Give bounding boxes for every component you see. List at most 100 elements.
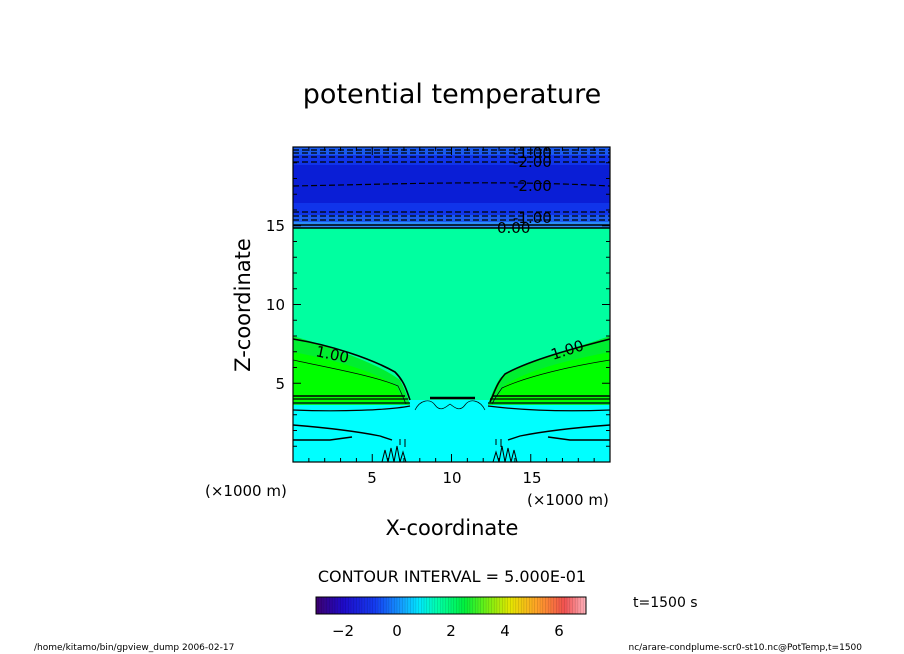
colorbar-swatch <box>523 597 527 614</box>
colorbar-swatch <box>532 597 535 614</box>
colorbar-swatch <box>378 597 382 614</box>
colorbar-swatch <box>453 597 457 614</box>
y-tick-label-15: 15 <box>266 217 285 235</box>
colorbar-swatch <box>545 597 549 614</box>
contour-label-5: 0.00 <box>497 219 530 237</box>
colorbar-swatch <box>521 597 525 614</box>
x-tick-label-15: 15 <box>522 469 541 487</box>
colorbar-tick-6: 6 <box>554 622 564 640</box>
y-tick-label-10: 10 <box>266 296 285 314</box>
colorbar-swatch <box>316 597 319 614</box>
region-plume-left-inner <box>293 352 404 402</box>
colorbar-swatch <box>329 597 333 614</box>
colorbar-swatch <box>542 597 546 614</box>
colorbar-swatch <box>445 597 449 614</box>
x-unit-label: (×1000 m) <box>527 491 609 509</box>
footer-right: nc/arare-condplume-scr0-st10.nc@PotTemp,… <box>629 643 863 653</box>
colorbar-swatch <box>483 597 487 614</box>
colorbar-swatch <box>388 597 392 614</box>
colorbar-swatch <box>386 597 390 614</box>
colorbar-swatch <box>351 597 355 614</box>
colorbar-swatch <box>491 597 495 614</box>
colorbar-frame <box>315 596 587 615</box>
colorbar-swatch <box>370 597 373 614</box>
colorbar-swatch <box>502 597 506 614</box>
colorbar-swatch <box>575 597 579 614</box>
x-axis-title: X-coordinate <box>386 516 519 540</box>
colorbar-swatch <box>432 597 436 614</box>
colorbar-swatch <box>478 597 481 614</box>
colorbar-swatch <box>345 597 349 614</box>
colorbar-swatch <box>467 597 471 614</box>
colorbar-swatch <box>367 597 371 614</box>
chart-title: potential temperature <box>303 79 601 110</box>
colorbar-swatch <box>494 597 498 614</box>
colorbar-swatch <box>448 597 452 614</box>
axis-ticks <box>293 147 610 462</box>
colorbar-swatch <box>559 597 562 614</box>
colorbar-swatch <box>496 597 500 614</box>
colorbar-swatch <box>561 597 565 614</box>
colorbar-swatch <box>513 597 517 614</box>
y-unit-label: (×1000 m) <box>205 482 287 500</box>
colorbar-swatch <box>332 597 336 614</box>
colorbar-swatch <box>548 597 552 614</box>
colorbar-tick-0: 0 <box>392 622 402 640</box>
colorbar-tick-4: 4 <box>500 622 510 640</box>
region-upper-band-5 <box>293 215 610 222</box>
colorbar-swatch <box>434 597 438 614</box>
colorbar-swatch <box>334 597 338 614</box>
colorbar-swatch <box>356 597 360 614</box>
colorbar-swatch <box>380 597 384 614</box>
plot-area: -1.00 -2.00 -2.00 -1.00 0.00 1.00 1.00 <box>292 144 611 463</box>
colorbar-swatch <box>318 597 322 614</box>
colorbar-swatch <box>550 597 554 614</box>
colorbar-swatch <box>405 597 409 614</box>
colorbar-swatch <box>572 597 576 614</box>
y-axis-title: Z-coordinate <box>231 238 255 372</box>
contour-label-4: -1.00 <box>513 209 552 227</box>
colorbar-swatch <box>429 597 433 614</box>
colorbar-swatch <box>397 597 400 614</box>
colorbar <box>316 597 587 614</box>
colorbar-swatch <box>442 597 446 614</box>
colorbar-swatch <box>537 597 541 614</box>
contour-label-3: -2.00 <box>513 177 552 195</box>
colorbar-swatch <box>529 597 533 614</box>
colorbar-tick-neg2: −2 <box>332 622 354 640</box>
colorbar-swatch <box>321 597 325 614</box>
colorbar-swatch <box>361 597 365 614</box>
colorbar-swatch <box>407 597 411 614</box>
colorbar-swatch <box>564 597 568 614</box>
colorbar-swatch <box>534 597 538 614</box>
region-lower-layer <box>293 400 610 462</box>
colorbar-swatch <box>464 597 468 614</box>
colorbar-swatch <box>348 597 352 614</box>
colorbar-swatch <box>459 597 463 614</box>
contour-label-1: -1.00 <box>513 144 552 162</box>
colorbar-swatch <box>372 597 376 614</box>
colorbar-swatch <box>556 597 560 614</box>
colorbar-tick-2: 2 <box>446 622 456 640</box>
colorbar-swatch <box>486 597 490 614</box>
colorbar-swatch <box>426 597 430 614</box>
colorbar-swatch <box>415 597 419 614</box>
colorbar-swatch <box>507 597 511 614</box>
colorbar-swatch <box>353 597 357 614</box>
x-tick-label-10: 10 <box>442 469 461 487</box>
colorbar-swatch <box>510 597 514 614</box>
colorbar-swatch <box>343 597 346 614</box>
region-upper-band-3 <box>293 165 610 203</box>
colorbar-swatch <box>421 597 425 614</box>
colorbar-swatch <box>456 597 460 614</box>
colorbar-swatch <box>437 597 441 614</box>
colorbar-swatch <box>391 597 395 614</box>
colorbar-swatch <box>410 597 414 614</box>
colorbar-swatch <box>324 597 328 614</box>
colorbar-swatch <box>326 597 330 614</box>
contour-label-2: -2.00 <box>513 153 552 171</box>
region-upper-band-2 <box>293 155 610 165</box>
time-label: t=1500 s <box>633 595 698 611</box>
colorbar-swatch <box>413 597 417 614</box>
